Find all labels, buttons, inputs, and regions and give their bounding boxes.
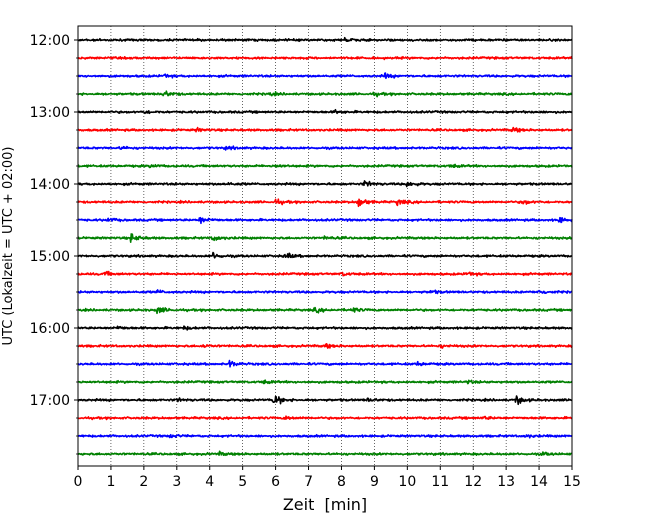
y-tick-label-5: 17:00 [30,393,70,409]
y-tick-label-1: 13:00 [30,105,70,121]
trace-1215 [77,55,573,61]
trace-1730 [77,433,573,439]
y-tick-label-0: 12:00 [30,33,70,49]
x-tick-label-7: 7 [304,474,313,490]
x-tick-label-11: 11 [431,474,449,490]
trace-1230 [77,72,573,80]
trace-1745 [77,450,573,457]
trace-1200 [77,36,573,43]
trace-1545 [77,306,573,315]
x-tick-label-10: 10 [398,474,416,490]
x-tick-label-12: 12 [464,474,482,490]
y-tick-label-2: 14:00 [30,177,70,193]
plot-frame [77,25,573,467]
y-tick-label-4: 16:00 [30,321,70,337]
trace-1415 [77,198,573,208]
trace-1445 [77,233,573,243]
x-tick-label-15: 15 [563,474,581,490]
trace-1345 [77,163,573,169]
x-tick-label-6: 6 [271,474,280,490]
x-axis: 0 1 2 3 4 5 6 7 8 9 10 11 12 13 14 15 [74,466,581,490]
x-tick-label-3: 3 [172,474,181,490]
trace-1645 [77,379,573,385]
trace-1400 [77,180,573,188]
trace-1500 [77,251,573,259]
grid-lines [110,26,540,466]
trace-1300 [77,108,573,115]
trace-layer [77,36,573,457]
trace-1615 [77,343,573,349]
trace-1515 [77,270,573,277]
y-axis: 12:00 13:00 14:00 15:00 16:00 17:00 [30,33,78,455]
x-axis-label: Zeit [min] [283,495,367,514]
x-tick-label-4: 4 [205,474,214,490]
trace-1600 [77,325,573,331]
x-tick-label-9: 9 [370,474,379,490]
trace-1245 [77,90,573,98]
x-tick-label-5: 5 [238,474,247,490]
x-tick-label-1: 1 [106,474,115,490]
trace-1315 [77,126,573,133]
trace-1715 [77,415,573,421]
x-tick-label-8: 8 [337,474,346,490]
trace-1630 [77,359,573,368]
x-tick-label-0: 0 [74,474,83,490]
y-axis-label: UTC (Lokalzeit = UTC + 02:00) [1,147,16,346]
trace-1330 [77,145,573,151]
y-tick-label-3: 15:00 [30,249,70,265]
x-tick-label-2: 2 [139,474,148,490]
trace-1430 [77,216,573,225]
x-tick-label-14: 14 [530,474,548,490]
trace-1700 [77,395,573,406]
x-tick-label-13: 13 [497,474,515,490]
trace-1530 [77,289,573,295]
